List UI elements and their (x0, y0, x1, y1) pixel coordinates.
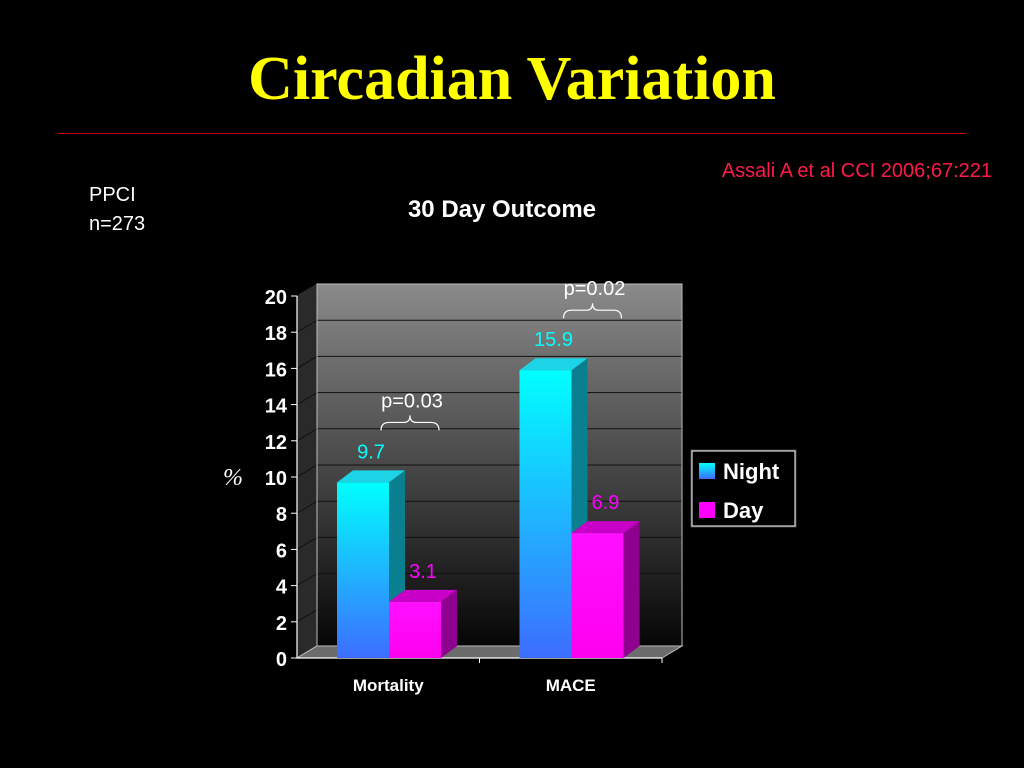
y-tick-label: 18 (265, 323, 287, 345)
data-label: 15.9 (534, 329, 573, 351)
y-tick-label: 8 (276, 504, 287, 526)
y-tick-label: 20 (265, 287, 287, 309)
bar-side (623, 521, 640, 658)
data-label: 9.7 (357, 441, 385, 463)
study-procedure: PPCI (89, 184, 136, 206)
data-label: 6.9 (592, 492, 620, 514)
bar-night (337, 482, 389, 658)
y-tick-label: 10 (265, 468, 287, 490)
x-tick-label: MACE (546, 676, 596, 695)
y-tick-label: 0 (276, 649, 287, 671)
slide-title: Circadian Variation (248, 45, 776, 113)
chart-legend: Night Day (690, 449, 797, 528)
bar-night (519, 370, 572, 658)
legend-label: Day (723, 498, 764, 523)
plot-area: 0 2 4 6 8 10 12 14 16 18 20 Mortality 9.7 3.1 p=0.03 MA… (265, 278, 684, 695)
bar-day (571, 533, 624, 658)
bar-side (441, 589, 457, 658)
y-tick-label: 4 (276, 577, 288, 599)
legend-swatch-night (699, 463, 715, 479)
x-tick-label: Mortality (353, 676, 424, 695)
y-tick-label: 14 (265, 396, 288, 418)
bar-top (519, 358, 588, 371)
data-label: 3.1 (409, 561, 437, 583)
significance-bracket (562, 303, 623, 319)
legend-label: Night (723, 459, 780, 484)
y-tick-label: 12 (265, 432, 287, 454)
y-tick-label: 6 (276, 540, 287, 562)
p-value-annotation: p=0.03 (381, 390, 443, 412)
wall-outline (316, 283, 683, 647)
title-divider (58, 133, 966, 134)
study-label: PPCI n=273 (89, 181, 145, 239)
citation: Assali A et al CCI 2006;67:221 (721, 160, 992, 182)
bar-top (389, 589, 457, 602)
p-value-annotation: p=0.02 (564, 278, 626, 300)
y-axis-label: % (223, 465, 243, 491)
y-tick-label: 2 (276, 613, 287, 635)
chart-title: 30 Day Outcome (408, 196, 596, 223)
significance-bracket (380, 415, 440, 431)
bar-top (571, 521, 640, 534)
y-tick-label: 16 (265, 359, 287, 381)
study-sample: n=273 (89, 213, 146, 235)
bar-top (337, 470, 405, 483)
bar-day (389, 601, 441, 658)
legend-swatch-day (699, 502, 715, 518)
